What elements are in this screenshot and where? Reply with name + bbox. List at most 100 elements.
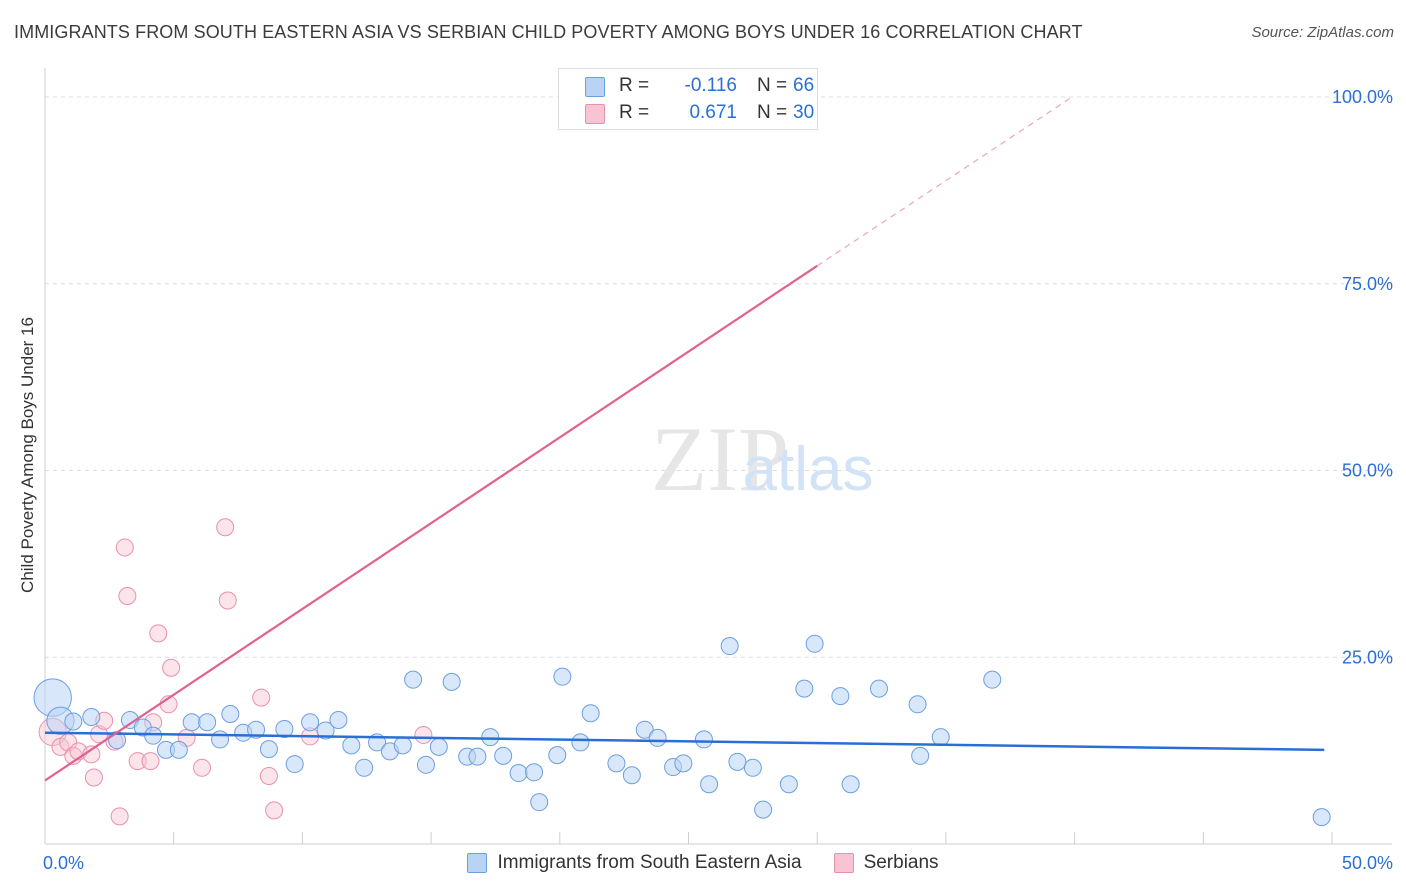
sea-point bbox=[404, 670, 423, 689]
sea-point bbox=[301, 713, 320, 732]
sea-point bbox=[468, 747, 487, 766]
n-value-serbians: 30 bbox=[793, 102, 815, 123]
serbians-point bbox=[218, 591, 237, 610]
sea-point bbox=[494, 746, 513, 765]
sea-point bbox=[221, 705, 240, 724]
sea-point bbox=[144, 726, 163, 745]
y-tick-label: 100.0% bbox=[1332, 87, 1393, 107]
legend-item-serbians[interactable]: Serbians bbox=[833, 852, 939, 874]
n-value-sea: 66 bbox=[793, 75, 815, 96]
sea-point bbox=[316, 721, 335, 740]
legend-label-sea: Immigrants from South Eastern Asia bbox=[497, 852, 802, 873]
n-label: N = bbox=[757, 75, 788, 96]
r-value-sea: -0.116 bbox=[684, 75, 737, 96]
sea-point bbox=[198, 713, 217, 732]
sea-point bbox=[831, 687, 850, 706]
sea-point bbox=[571, 733, 590, 752]
serbians-point bbox=[128, 752, 147, 771]
sea-point bbox=[355, 758, 374, 777]
serbians-trend-line bbox=[44, 264, 818, 782]
sea-point bbox=[169, 740, 188, 759]
sea-point bbox=[259, 740, 278, 759]
sea-point bbox=[416, 755, 435, 774]
sea-point bbox=[509, 764, 528, 783]
sea-point bbox=[908, 695, 927, 714]
y-tick-label: 25.0% bbox=[1342, 647, 1393, 667]
serbians-swatch bbox=[585, 104, 605, 124]
serbians-point bbox=[149, 624, 168, 643]
sea-point bbox=[581, 704, 600, 723]
sea-point bbox=[342, 736, 361, 755]
sea-point bbox=[841, 775, 860, 794]
serbians-point bbox=[259, 767, 278, 786]
serbians-point bbox=[252, 688, 271, 707]
y-tick-label: 50.0% bbox=[1342, 461, 1393, 481]
sea-point bbox=[700, 775, 719, 794]
watermark-zip-text: ZIP bbox=[651, 408, 789, 510]
sea-point bbox=[82, 708, 101, 727]
serbians-point bbox=[110, 807, 129, 826]
sea-point bbox=[795, 679, 814, 698]
sea-point bbox=[211, 730, 230, 749]
sea-point bbox=[674, 754, 693, 773]
sea-point bbox=[869, 679, 888, 698]
legend-item-sea[interactable]: Immigrants from South Eastern Asia bbox=[467, 852, 802, 874]
x-tick-label: 50.0% bbox=[1342, 853, 1393, 873]
legend-swatch-serbians bbox=[833, 853, 854, 873]
serbians-point bbox=[84, 768, 103, 787]
sea-point bbox=[779, 775, 798, 794]
sea-point bbox=[275, 719, 294, 738]
sea-points bbox=[33, 634, 1331, 827]
n-label: N = bbox=[757, 102, 788, 123]
sea-point bbox=[754, 800, 773, 819]
legend-swatch-sea bbox=[467, 853, 488, 873]
serbians-point bbox=[118, 586, 137, 605]
sea-point bbox=[743, 758, 762, 777]
sea-point bbox=[548, 746, 567, 765]
chart-title: IMMIGRANTS FROM SOUTH EASTERN ASIA VS SE… bbox=[14, 22, 1083, 42]
serbians-point bbox=[265, 801, 284, 820]
watermark-zip: ZIP bbox=[651, 408, 789, 510]
sea-point bbox=[442, 672, 461, 691]
serbians-point bbox=[115, 538, 134, 557]
watermark-atlas-text: atlas bbox=[743, 435, 874, 504]
watermark-atlas: atlas bbox=[743, 435, 874, 504]
sea-point bbox=[329, 710, 348, 729]
sea-point bbox=[983, 670, 1002, 689]
sea-point bbox=[530, 793, 549, 812]
sea-point bbox=[429, 737, 448, 756]
sea-point bbox=[182, 713, 201, 732]
r-value-serbians: 0.671 bbox=[689, 102, 737, 123]
serbians-point bbox=[216, 518, 235, 537]
sea-point bbox=[247, 720, 266, 739]
y-tick-label: 75.0% bbox=[1342, 274, 1393, 294]
sea-point bbox=[64, 712, 83, 731]
r-label: R = bbox=[619, 75, 650, 96]
r-label: R = bbox=[619, 102, 650, 123]
x-tick-label: 0.0% bbox=[43, 853, 84, 873]
gridlines bbox=[45, 96, 1392, 658]
sea-point bbox=[720, 637, 739, 656]
source-label: Source: ZipAtlas.com bbox=[1251, 24, 1394, 41]
serbians-point bbox=[414, 725, 433, 744]
sea-point bbox=[525, 763, 544, 782]
sea-point bbox=[622, 766, 641, 785]
sea-point bbox=[553, 667, 572, 686]
sea-point bbox=[728, 752, 747, 771]
serbians-point bbox=[193, 758, 212, 777]
legend-label-serbians: Serbians bbox=[863, 852, 939, 873]
sea-swatch bbox=[585, 77, 605, 97]
serbians-point bbox=[162, 658, 181, 677]
sea-point bbox=[285, 755, 304, 774]
sea-point bbox=[805, 634, 824, 653]
tick-labels: 25.0% 50.0% 75.0% 100.0% 0.0% 50.0% bbox=[43, 87, 1393, 873]
sea-point bbox=[481, 728, 500, 747]
sea-point bbox=[911, 746, 930, 765]
sea-point bbox=[1312, 808, 1331, 827]
sea-point bbox=[648, 728, 667, 747]
sea-point bbox=[393, 736, 412, 755]
stats-box: R = -0.116 N = 66 R = 0.671 N = 30 bbox=[558, 68, 818, 130]
serbians-point bbox=[141, 752, 160, 771]
sea-point bbox=[607, 754, 626, 773]
